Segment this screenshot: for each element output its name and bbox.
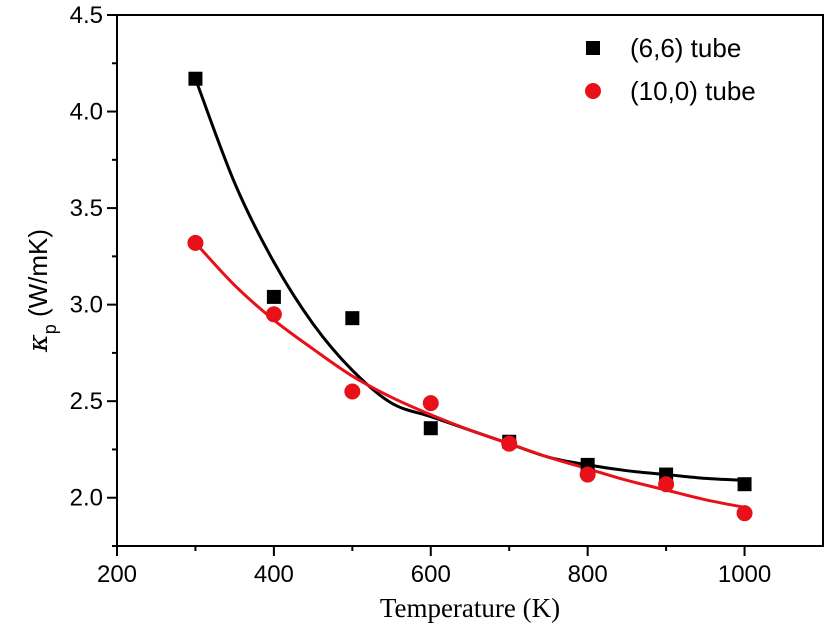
y-tick-label: 2.0 bbox=[70, 485, 103, 512]
fit-line-series-0 bbox=[194, 78, 745, 482]
legend-marker-square bbox=[586, 41, 600, 55]
data-point-circle bbox=[187, 234, 204, 251]
x-axis-title: Temperature (K) bbox=[380, 593, 560, 623]
data-point-circle bbox=[344, 383, 361, 400]
data-point-circle bbox=[501, 435, 518, 452]
data-point-square bbox=[266, 289, 281, 304]
x-tick-label: 200 bbox=[97, 561, 137, 588]
y-tick-label: 4.0 bbox=[70, 99, 103, 126]
plot-frame bbox=[116, 14, 824, 547]
x-tick-label: 1000 bbox=[718, 561, 771, 588]
fit-curves bbox=[194, 78, 745, 509]
y-axis-subscript: p bbox=[40, 324, 60, 334]
y-tick-label: 3.0 bbox=[70, 292, 103, 319]
y-axis-unit: (W/mK) bbox=[23, 229, 53, 324]
data-point-circle bbox=[736, 505, 753, 522]
y-tick-label: 2.5 bbox=[70, 388, 103, 415]
legend: (6,6) tube (10,0) tube bbox=[585, 33, 756, 106]
data-points bbox=[187, 71, 753, 522]
data-point-square bbox=[737, 477, 752, 492]
x-tick-label: 800 bbox=[568, 561, 608, 588]
axis-labels: Temperature (K) κp (W/mK) bbox=[23, 229, 560, 623]
data-point-circle bbox=[265, 306, 282, 323]
data-point-circle bbox=[579, 466, 596, 483]
data-point-circle bbox=[658, 476, 675, 493]
data-point-circle bbox=[422, 395, 439, 412]
data-point-square bbox=[423, 421, 438, 436]
x-tick-label: 600 bbox=[411, 561, 451, 588]
y-axis-title: κp (W/mK) bbox=[23, 229, 60, 353]
legend-label: (10,0) tube bbox=[630, 76, 756, 106]
fit-line-series-1 bbox=[194, 241, 745, 509]
axes: 200 400 600 800 1000 2.0 2.5 3.0 3.5 4.0 4.5 bbox=[70, 2, 824, 588]
legend-label: (6,6) tube bbox=[630, 33, 741, 63]
data-point-square bbox=[345, 311, 360, 326]
y-axis-symbol: κ bbox=[23, 334, 54, 353]
data-point-square bbox=[188, 71, 203, 86]
y-tick-label: 4.5 bbox=[70, 2, 103, 29]
x-tick-label: 400 bbox=[254, 561, 294, 588]
legend-marker-circle bbox=[585, 83, 601, 99]
y-tick-label: 3.5 bbox=[70, 195, 103, 222]
